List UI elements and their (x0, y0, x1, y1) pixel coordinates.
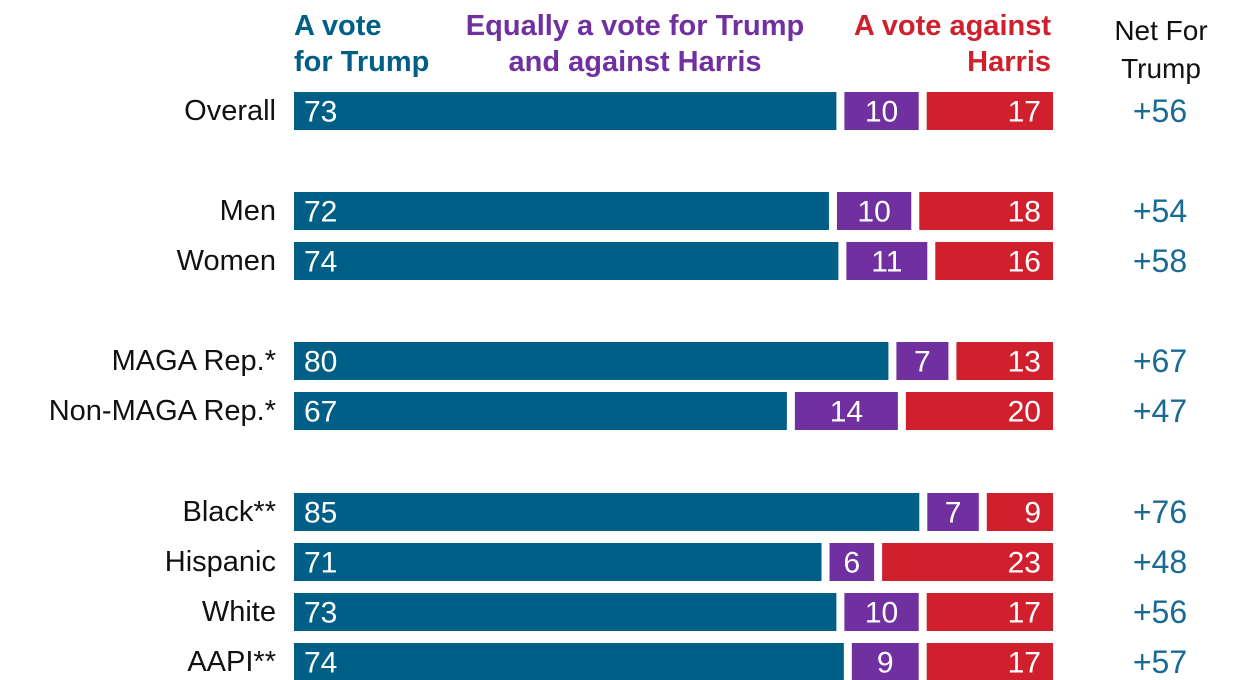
net-column-header: Net For Trump (1114, 15, 1208, 84)
category-label-hispanic: Hispanic (165, 546, 276, 578)
net-value-women: +58 (1133, 243, 1187, 279)
value-label-aapi-for-trump: 74 (304, 647, 337, 680)
bar-women-equally (846, 242, 928, 280)
value-label-women-for-trump: 74 (304, 246, 337, 279)
bar-aapi-equally (851, 643, 919, 680)
net-value-black: +76 (1133, 494, 1187, 530)
bar-women-against-harris (935, 242, 1053, 280)
value-label-white-against-harris: 17 (1008, 597, 1041, 630)
bar-white-equally (844, 593, 919, 631)
value-label-women-equally: 11 (871, 246, 902, 279)
legend-for-trump: A vote for Trump (294, 10, 430, 78)
bar-aapi-for-trump (294, 643, 844, 680)
bar-hispanic-for-trump (294, 543, 822, 581)
value-label-black-equally: 7 (945, 497, 962, 530)
category-label-overall: Overall (184, 95, 276, 127)
bar-maga-rep-equally (896, 342, 949, 380)
value-label-overall-against-harris: 17 (1008, 96, 1041, 129)
value-label-black-against-harris: 9 (1024, 497, 1041, 530)
bar-overall-equally (844, 92, 919, 130)
category-label-non-maga-rep: Non-MAGA Rep.* (49, 395, 276, 427)
bar-black-against-harris (986, 493, 1053, 531)
bar-non-maga-rep-for-trump (294, 392, 787, 430)
value-label-white-for-trump: 73 (304, 597, 337, 630)
net-value-men: +54 (1133, 193, 1187, 229)
value-label-non-maga-rep-against-harris: 20 (1008, 396, 1041, 429)
category-label-women: Women (177, 245, 276, 277)
bar-black-equally (927, 493, 979, 531)
value-label-non-maga-rep-equally: 14 (830, 396, 863, 429)
bar-maga-rep-for-trump (294, 342, 889, 380)
bar-men-against-harris (919, 192, 1053, 230)
value-label-hispanic-equally: 6 (843, 547, 860, 580)
bar-overall-for-trump (294, 92, 837, 130)
bar-men-for-trump (294, 192, 829, 230)
bar-maga-rep-against-harris (956, 342, 1053, 380)
bar-aapi-against-harris (926, 643, 1053, 680)
value-label-non-maga-rep-for-trump: 67 (304, 396, 337, 429)
bar-white-for-trump (294, 593, 837, 631)
bar-non-maga-rep-equally (794, 392, 898, 430)
value-label-men-equally: 10 (857, 196, 890, 229)
value-label-men-for-trump: 72 (304, 196, 337, 229)
category-label-maga-rep: MAGA Rep.* (112, 345, 276, 377)
value-label-white-equally: 10 (865, 597, 898, 630)
value-label-men-against-harris: 18 (1008, 196, 1041, 229)
value-label-maga-rep-for-trump: 80 (304, 346, 337, 379)
bar-black-for-trump (294, 493, 920, 531)
bar-hispanic-equally (829, 543, 875, 581)
value-label-maga-rep-equally: 7 (914, 346, 931, 379)
bar-non-maga-rep-against-harris (905, 392, 1053, 430)
net-value-non-maga-rep: +47 (1133, 393, 1187, 429)
value-label-women-against-harris: 16 (1008, 246, 1041, 279)
legend-against-harris: A vote against Harris (853, 10, 1051, 78)
category-label-aapi: AAPI** (187, 646, 276, 678)
category-label-black: Black** (183, 496, 277, 528)
value-label-black-for-trump: 85 (304, 497, 337, 530)
net-value-white: +56 (1133, 594, 1187, 630)
value-label-hispanic-against-harris: 23 (1008, 547, 1041, 580)
value-label-overall-for-trump: 73 (304, 96, 337, 129)
value-label-maga-rep-against-harris: 13 (1008, 346, 1041, 379)
bar-hispanic-against-harris (882, 543, 1053, 581)
net-value-overall: +56 (1133, 93, 1187, 129)
net-value-maga-rep: +67 (1133, 343, 1187, 379)
bar-white-against-harris (926, 593, 1053, 631)
category-label-men: Men (220, 195, 276, 227)
category-label-white: White (202, 596, 276, 628)
bar-overall-against-harris (926, 92, 1053, 130)
bar-women-for-trump (294, 242, 839, 280)
value-label-overall-equally: 10 (865, 96, 898, 129)
value-label-aapi-equally: 9 (877, 647, 894, 680)
net-value-hispanic: +48 (1133, 544, 1187, 580)
bar-men-equally (836, 192, 912, 230)
value-label-hispanic-for-trump: 71 (304, 547, 337, 580)
value-label-aapi-against-harris: 17 (1008, 647, 1041, 680)
legend-equally: Equally a vote for Trump and against Har… (465, 10, 805, 78)
net-value-aapi: +57 (1133, 644, 1187, 680)
